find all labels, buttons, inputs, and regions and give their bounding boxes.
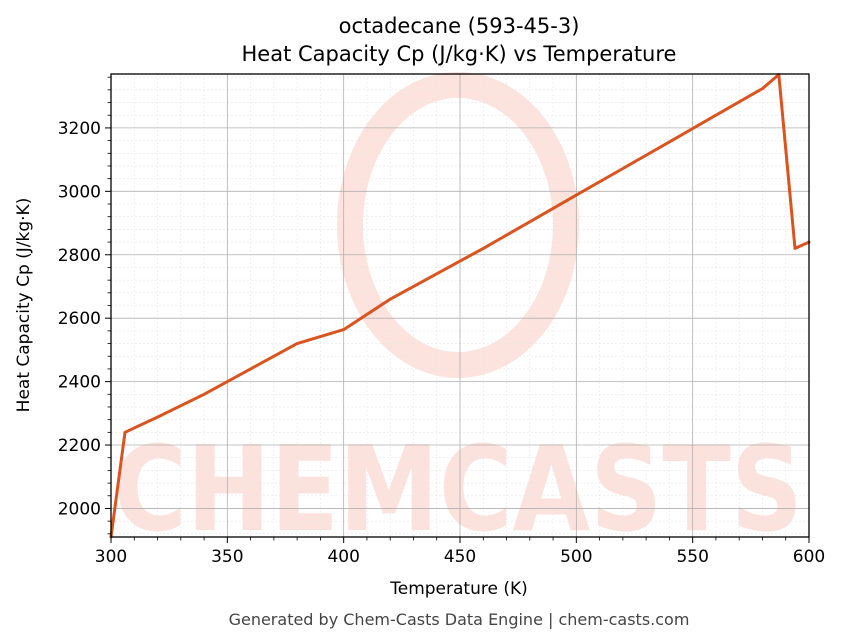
chemcasts-watermark: CHEMCASTS: [113, 72, 803, 558]
y-tick-label: 2400: [58, 373, 101, 393]
x-tick-label: 450: [444, 547, 476, 567]
x-tick-label: 600: [793, 547, 825, 567]
x-axis-label: Temperature (K): [389, 579, 528, 599]
y-tick-label: 3000: [58, 182, 101, 202]
y-tick-label: 2600: [58, 309, 101, 329]
y-tick-label: 2000: [58, 499, 101, 519]
y-tick-label: 3200: [58, 119, 101, 139]
y-tick-label: 2200: [58, 436, 101, 456]
x-tick-label: 350: [211, 547, 243, 567]
chart-title: octadecane (593-45-3): [339, 14, 580, 38]
axis-ticks: [105, 76, 810, 543]
x-tick-label: 300: [95, 547, 127, 567]
x-tick-label: 500: [560, 547, 592, 567]
watermark-text: CHEMCASTS: [113, 420, 803, 558]
series-layer: [109, 73, 811, 539]
watermark-swirl: [337, 72, 579, 378]
y-axis-label: Heat Capacity Cp (J/kg·K): [14, 198, 34, 413]
series-line-0: [109, 73, 811, 539]
footer-credit: Generated by Chem-Casts Data Engine | ch…: [229, 610, 690, 629]
tick-labels: 300 350 400 450 500 550 600 2000 2200 2400 2600 280…: [58, 119, 825, 567]
chart-subtitle: Heat Capacity Cp (J/kg·K) vs Temperature: [242, 42, 677, 66]
x-tick-label: 400: [327, 547, 359, 567]
x-tick-label: 550: [676, 547, 708, 567]
y-tick-label: 2800: [58, 246, 101, 266]
